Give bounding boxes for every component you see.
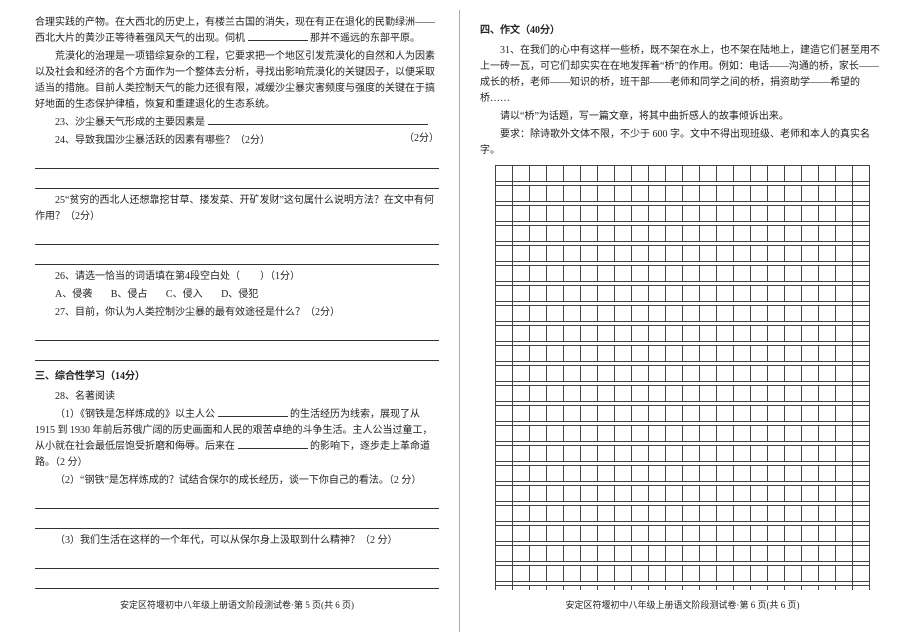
q28-blank-2[interactable] xyxy=(238,439,308,449)
option-c[interactable]: C、侵入 xyxy=(166,289,203,300)
option-b[interactable]: B、侵占 xyxy=(111,289,148,300)
essay-prompt-3: 要求：除诗歌外文体不限，不少于 600 字。文中不得出现班级、老师和本人的真实名… xyxy=(480,127,885,159)
q28-2-line-2[interactable] xyxy=(35,513,439,529)
q23-blank[interactable] xyxy=(208,115,428,125)
section-3-heading: 三、综合性学习（14分） xyxy=(35,369,439,385)
essay-prompt-1: 31、在我们的心中有这样一些桥，既不架在水上，也不架在陆地上，建造它们甚至用不上… xyxy=(480,43,885,107)
section-4-heading: 四、作文（40分） xyxy=(480,23,885,39)
page-6: 四、作文（40分） 31、在我们的心中有这样一些桥，既不架在水上，也不架在陆地上… xyxy=(460,10,905,632)
q24-line-2[interactable] xyxy=(35,173,439,189)
essay-grid-wrap xyxy=(480,165,885,590)
question-24: 24、导致我国沙尘暴活跃的因素有哪些？（2分） xyxy=(35,133,439,149)
page-5: 合理实践的产物。在大西北的历史上，有楼兰古国的消失，现在有正在退化的民勤绿洲——… xyxy=(15,10,460,632)
question-28-3: （3）我们生活在这样的一个年代，可以从保尔身上汲取到什么精神？（2 分） xyxy=(35,533,439,549)
page-6-footer: 安定区符堰初中八年级上册语文阶段测试卷·第 6 页(共 6 页) xyxy=(480,590,885,612)
essay-prompt-2: 请以“桥”为话题，写一篇文章，将其中曲折感人的故事倾诉出来。 xyxy=(480,109,885,125)
question-28: 28、名著阅读 xyxy=(35,389,439,405)
option-d[interactable]: D、侵犯 xyxy=(221,289,258,300)
q28-blank-1[interactable] xyxy=(218,407,288,417)
passage-para-2: 荒漠化的治理是一项错综复杂的工程，它要求把一个地区引发荒漠化的自然和人为因素以及… xyxy=(35,49,439,113)
question-26: 26、请选一恰当的词语填在第4段空白处（ ）（1分） xyxy=(35,269,439,285)
q28-3-line-2[interactable] xyxy=(35,573,439,589)
passage-para-1: 合理实践的产物。在大西北的历史上，有楼兰古国的消失，现在有正在退化的民勤绿洲——… xyxy=(35,15,439,47)
text: 那并不遥远的东部平原。 xyxy=(310,33,420,44)
q25-line-1[interactable] xyxy=(35,229,439,245)
question-28-1: （1）《钢铁是怎样炼成的》以主人公 的生活经历为线索，展现了从 1915 到 1… xyxy=(35,407,439,471)
q27-line-2[interactable] xyxy=(35,345,439,361)
q23-text: 23、沙尘暴天气形成的主要因素是 xyxy=(55,117,205,128)
q27-line-1[interactable] xyxy=(35,325,439,341)
question-25: 25“贫穷的西北人还想靠挖甘草、搂发菜、开矿发财”这句属什么说明方法？在文中有何… xyxy=(35,193,439,225)
page-6-content: 四、作文（40分） 31、在我们的心中有这样一些桥，既不架在水上，也不架在陆地上… xyxy=(480,15,885,590)
text: （1）《钢铁是怎样炼成的》以主人公 xyxy=(55,409,215,420)
q28-2-line-1[interactable] xyxy=(35,493,439,509)
page-5-content: 合理实践的产物。在大西北的历史上，有楼兰古国的消失，现在有正在退化的民勤绿洲——… xyxy=(35,15,439,590)
essay-writing-grid[interactable] xyxy=(495,165,870,590)
q23-score: （2分） xyxy=(384,131,439,147)
question-26-options: A、侵袭 B、侵占 C、侵入 D、侵犯 xyxy=(35,287,439,303)
q28-3-line-1[interactable] xyxy=(35,553,439,569)
q24-line-1[interactable] xyxy=(35,153,439,169)
page-5-footer: 安定区符堰初中八年级上册语文阶段测试卷·第 5 页(共 6 页) xyxy=(35,590,439,612)
question-28-2: （2）“钢铁”是怎样炼成的？试结合保尔的成长经历，谈一下你自己的看法。（2 分） xyxy=(35,473,439,489)
blank-fill[interactable] xyxy=(248,31,308,41)
q25-line-2[interactable] xyxy=(35,249,439,265)
question-23: 23、沙尘暴天气形成的主要因素是 （2分） xyxy=(35,115,439,131)
option-a[interactable]: A、侵袭 xyxy=(55,289,92,300)
question-27: 27、目前，你认为人类控制沙尘暴的最有效途径是什么？（2分） xyxy=(35,305,439,321)
